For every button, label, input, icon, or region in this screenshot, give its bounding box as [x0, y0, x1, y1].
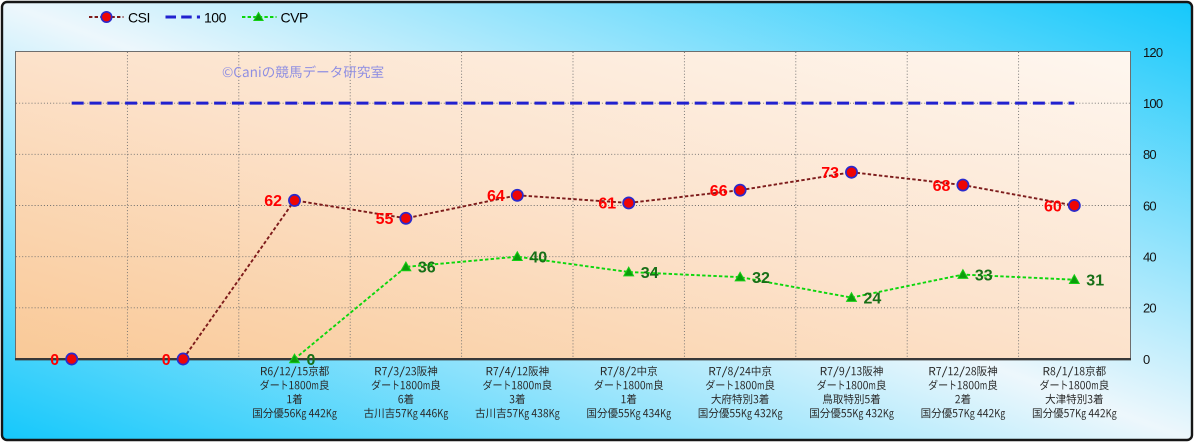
- svg-text:73: 73: [821, 165, 839, 182]
- svg-text:40: 40: [529, 249, 547, 266]
- svg-text:66: 66: [710, 183, 728, 200]
- svg-text:20: 20: [1143, 301, 1156, 316]
- svg-text:100: 100: [204, 9, 227, 25]
- svg-text:33: 33: [975, 267, 993, 284]
- svg-text:36: 36: [418, 260, 436, 277]
- svg-text:60: 60: [1044, 198, 1062, 215]
- svg-text:68: 68: [933, 178, 951, 195]
- svg-text:0: 0: [1143, 352, 1150, 367]
- svg-text:31: 31: [1086, 272, 1104, 289]
- svg-text:CVP: CVP: [281, 9, 308, 25]
- svg-text:24: 24: [864, 290, 882, 307]
- svg-text:0: 0: [50, 352, 59, 369]
- svg-text:0: 0: [307, 352, 316, 369]
- svg-text:32: 32: [752, 270, 770, 287]
- svg-text:60: 60: [1143, 198, 1156, 213]
- svg-text:120: 120: [1143, 45, 1163, 60]
- svg-text:61: 61: [598, 196, 616, 213]
- svg-text:100: 100: [1143, 96, 1163, 111]
- svg-text:0: 0: [162, 352, 171, 369]
- svg-text:62: 62: [264, 193, 282, 210]
- svg-text:40: 40: [1143, 249, 1156, 264]
- svg-text:34: 34: [641, 265, 659, 282]
- svg-text:CSI: CSI: [128, 9, 150, 25]
- svg-text:80: 80: [1143, 147, 1156, 162]
- svg-text:64: 64: [487, 188, 505, 205]
- svg-text:55: 55: [376, 211, 394, 228]
